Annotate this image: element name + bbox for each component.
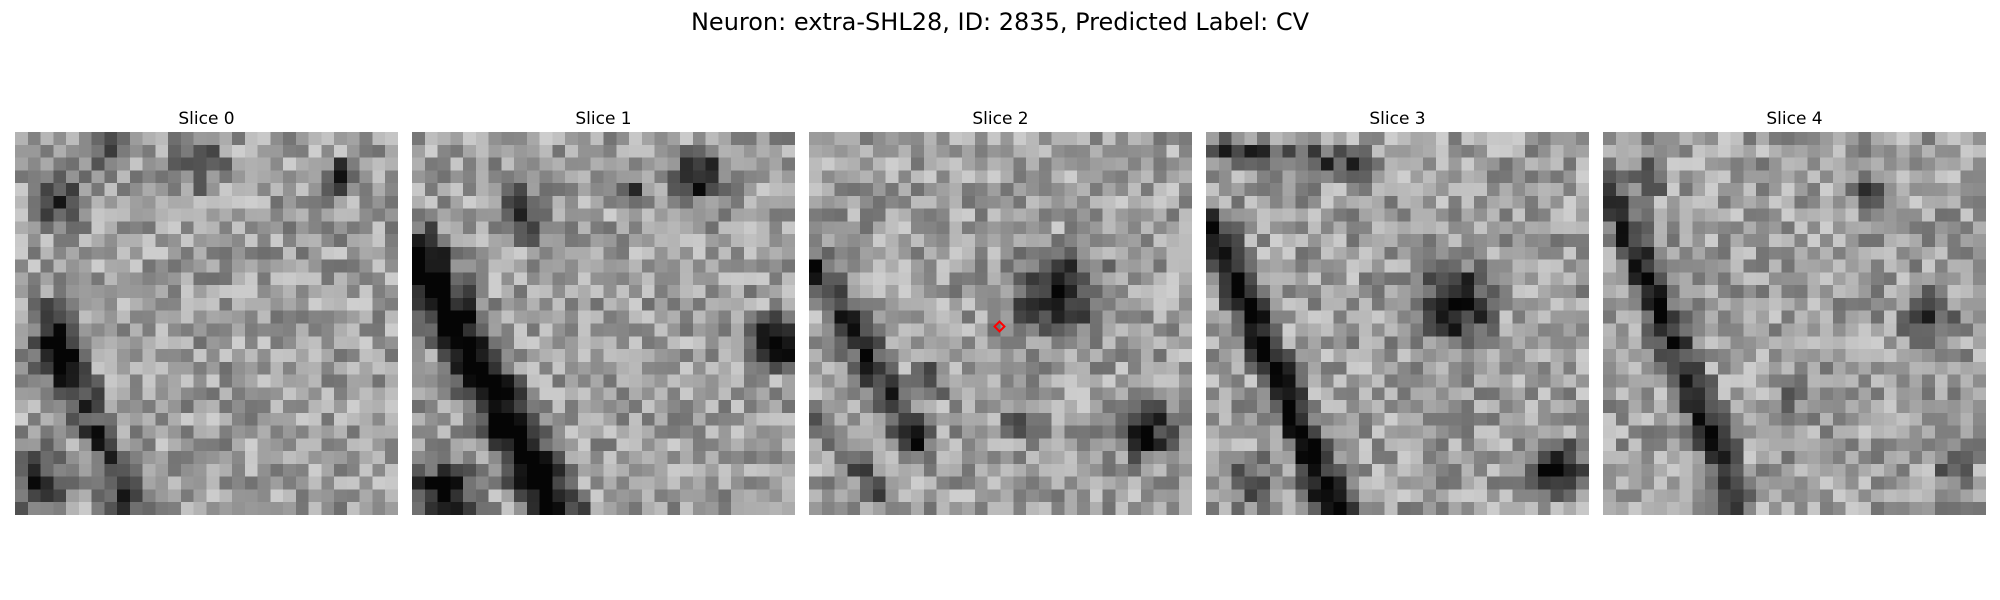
slice-panel-0: Slice 0 [15,108,398,515]
slice-title-0: Slice 0 [178,109,235,129]
slice-title-4: Slice 4 [1766,109,1823,129]
slice-panel-3: Slice 3 [1206,108,1589,515]
slice-panel-2: Slice 2 [809,108,1192,515]
slice-image-2 [809,132,1192,515]
slice-title-1: Slice 1 [575,109,632,129]
slice-title-3: Slice 3 [1369,109,1426,129]
slice-panel-4: Slice 4 [1603,108,1986,515]
slice-image-0 [15,132,398,515]
slice-image-3 [1206,132,1589,515]
slice-image-4 [1603,132,1986,515]
slice-panel-1: Slice 1 [412,108,795,515]
slice-title-2: Slice 2 [972,109,1029,129]
figure-title: Neuron: extra-SHL28, ID: 2835, Predicted… [690,8,1310,36]
slice-image-1 [412,132,795,515]
